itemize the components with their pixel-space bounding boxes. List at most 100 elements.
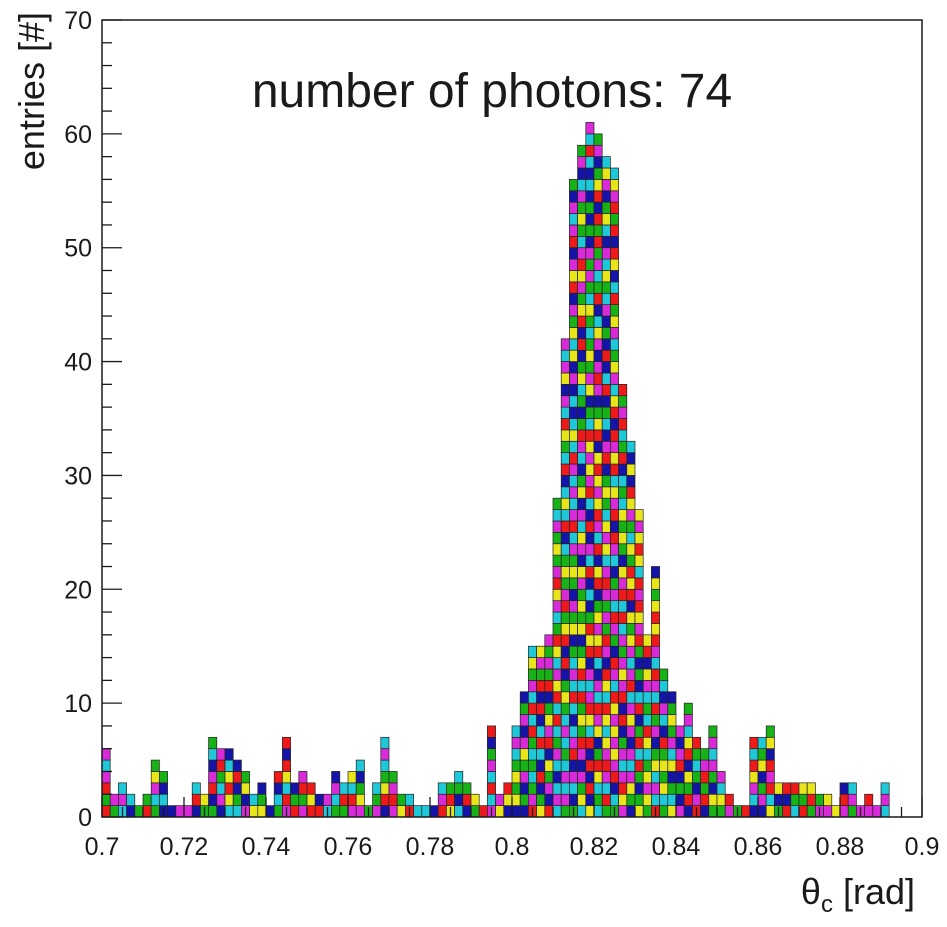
bar-block bbox=[585, 486, 595, 499]
bar-block bbox=[569, 782, 578, 795]
bar-block bbox=[437, 805, 447, 818]
bar-block bbox=[569, 566, 578, 579]
bar-block bbox=[175, 805, 185, 818]
bar-block bbox=[519, 714, 529, 727]
bar-block bbox=[593, 600, 603, 613]
bar-block bbox=[593, 623, 603, 636]
bar-block bbox=[618, 634, 628, 647]
bar-block bbox=[208, 805, 218, 818]
bar-block bbox=[396, 793, 406, 806]
bar-block bbox=[659, 702, 669, 715]
bar-block bbox=[380, 736, 390, 750]
bar-block bbox=[667, 714, 677, 727]
bar-block bbox=[642, 793, 652, 806]
histogram-bar bbox=[142, 793, 152, 818]
bar-block bbox=[601, 782, 611, 795]
bar-block bbox=[610, 714, 619, 727]
bar-block bbox=[536, 793, 546, 806]
bar-block bbox=[585, 668, 595, 681]
bar-block bbox=[651, 714, 660, 727]
bar-block bbox=[552, 782, 562, 795]
bar-block bbox=[577, 554, 587, 567]
bar-block bbox=[241, 782, 250, 795]
x-axis-title-subscript: c bbox=[821, 891, 833, 918]
bar-block bbox=[159, 793, 168, 806]
bar-block bbox=[577, 702, 587, 715]
bar-block bbox=[610, 167, 619, 180]
bar-block bbox=[618, 383, 628, 397]
bar-block bbox=[560, 748, 570, 761]
bar-block bbox=[634, 748, 644, 761]
histogram-bar bbox=[339, 782, 349, 818]
bar-block bbox=[355, 805, 365, 818]
bar-block bbox=[708, 725, 718, 738]
bar-block bbox=[601, 725, 611, 738]
bar-block bbox=[659, 748, 669, 761]
bar-block bbox=[757, 793, 767, 806]
bar-block bbox=[569, 532, 578, 545]
bar-block bbox=[528, 793, 537, 806]
bar-block bbox=[577, 270, 587, 283]
bar-block bbox=[191, 782, 201, 795]
bar-block bbox=[593, 258, 603, 271]
bar-block bbox=[651, 725, 660, 738]
bar-block bbox=[651, 736, 660, 750]
bar-block bbox=[749, 782, 759, 795]
bar-block bbox=[626, 691, 636, 704]
bar-block bbox=[560, 349, 570, 362]
bar-block bbox=[249, 793, 259, 806]
bar-block bbox=[536, 702, 546, 715]
bar-block bbox=[577, 520, 587, 533]
bar-block bbox=[560, 440, 570, 454]
bar-block bbox=[601, 383, 611, 397]
bar-block bbox=[298, 805, 308, 818]
bar-block bbox=[618, 532, 628, 545]
bar-block bbox=[757, 771, 767, 784]
bar-block bbox=[610, 201, 619, 214]
bar-block bbox=[249, 805, 259, 818]
bar-block bbox=[585, 372, 595, 385]
bar-block bbox=[634, 634, 644, 647]
bar-block bbox=[519, 793, 529, 806]
histogram-bar bbox=[167, 805, 177, 818]
bar-block bbox=[552, 691, 562, 704]
bar-block bbox=[331, 782, 341, 795]
bar-block bbox=[511, 725, 521, 738]
histogram-bar bbox=[651, 566, 660, 818]
bar-block bbox=[610, 725, 619, 738]
bar-block bbox=[610, 452, 619, 465]
bar-block bbox=[601, 452, 611, 465]
bar-block bbox=[585, 805, 595, 818]
bar-block bbox=[585, 361, 595, 374]
bar-block bbox=[528, 714, 537, 727]
bar-block bbox=[601, 532, 611, 545]
bar-block bbox=[618, 406, 628, 419]
bar-block bbox=[610, 691, 619, 704]
bar-block bbox=[150, 771, 160, 784]
bar-block bbox=[142, 805, 152, 818]
bar-block bbox=[601, 213, 611, 226]
bar-block bbox=[101, 793, 111, 806]
bar-block bbox=[659, 668, 669, 681]
bar-block bbox=[618, 577, 628, 590]
bar-block bbox=[544, 725, 554, 738]
bar-block bbox=[626, 714, 636, 727]
bar-block bbox=[101, 805, 111, 818]
bar-block bbox=[511, 748, 521, 761]
bar-block bbox=[560, 611, 570, 624]
bar-block bbox=[585, 691, 595, 704]
bar-block bbox=[749, 771, 759, 784]
bar-block bbox=[159, 782, 168, 795]
bar-block bbox=[593, 611, 603, 624]
histogram-bar bbox=[273, 771, 283, 818]
histogram-bar bbox=[642, 634, 652, 818]
bar-block bbox=[273, 782, 283, 795]
bar-block bbox=[872, 805, 882, 818]
histogram-bar bbox=[872, 805, 882, 818]
bar-block bbox=[560, 577, 570, 590]
bar-block bbox=[519, 759, 529, 772]
bar-block bbox=[790, 793, 800, 806]
bar-block bbox=[593, 144, 603, 157]
bar-block bbox=[618, 771, 628, 784]
bar-block bbox=[528, 771, 537, 784]
